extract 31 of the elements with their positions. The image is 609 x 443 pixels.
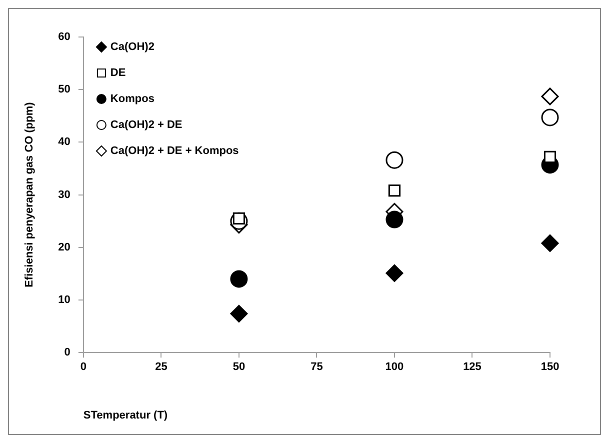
point — [541, 234, 559, 252]
point — [230, 270, 248, 288]
x-tick-label: 75 — [310, 361, 323, 374]
point — [386, 151, 404, 169]
point — [544, 150, 556, 163]
legend-label: Ca(OH)2 + DE + Kompos — [110, 145, 239, 158]
point — [541, 88, 559, 106]
x-tick-label: 100 — [385, 361, 404, 374]
point — [386, 210, 404, 228]
y-axis-title: Efisiensi penyerapan gas CO (ppm) — [24, 102, 36, 288]
legend-label: DE — [110, 67, 126, 80]
x-tick-label: 25 — [155, 361, 168, 374]
point — [388, 184, 401, 197]
x-tick-label: 0 — [80, 361, 86, 374]
x-tick-label: 50 — [232, 361, 246, 374]
point — [386, 264, 404, 282]
y-tick-label: 0 — [64, 346, 70, 359]
y-tick-label: 30 — [58, 188, 70, 201]
x-axis-title: STemperatur (T) — [83, 409, 168, 422]
y-tick-label: 40 — [58, 136, 70, 148]
y-tick-label: 10 — [58, 294, 70, 306]
legend-label: Ca(OH)2 + DE — [110, 119, 182, 132]
y-tick-label: 50 — [58, 84, 70, 96]
point — [541, 108, 559, 126]
y-tick-label: 20 — [58, 241, 70, 254]
legend-label: Ca(OH)2 — [110, 41, 154, 54]
x-tick-label: 150 — [540, 361, 560, 374]
legend-label: Kompos — [110, 93, 154, 106]
x-tick-label: 125 — [463, 361, 482, 374]
point — [230, 304, 248, 322]
y-tick-label: 60 — [58, 31, 70, 44]
